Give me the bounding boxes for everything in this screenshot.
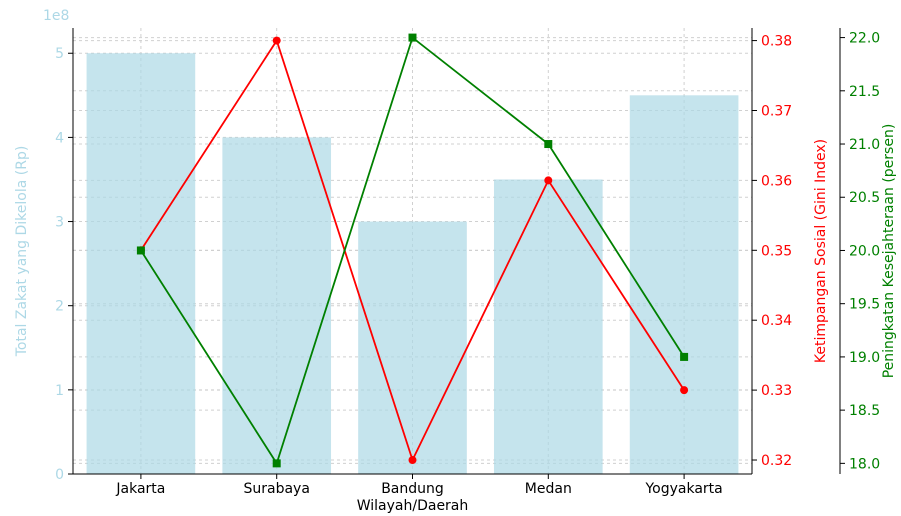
x-tick-label: Medan	[525, 481, 572, 497]
right-tick-label-welfare: 19.0	[849, 350, 880, 366]
right-tick-label-welfare: 18.0	[849, 456, 880, 472]
x-tick-label: Jakarta	[115, 481, 165, 497]
x-tick-label: Yogyakarta	[644, 481, 722, 497]
x-tick-label: Bandung	[381, 481, 444, 497]
right-tick-label-gini: 0.32	[761, 453, 792, 469]
right-tick-label-welfare: 18.5	[849, 403, 880, 419]
bar-jakarta	[86, 53, 196, 475]
x-tick-label: Surabaya	[243, 481, 309, 497]
left-tick-label: 0	[55, 467, 64, 483]
point-gini-surabaya	[272, 36, 281, 45]
right-tick-label-welfare: 19.5	[849, 297, 880, 313]
right-tick-label-gini: 0.37	[761, 103, 792, 119]
right-tick-label-welfare: 21.5	[849, 84, 880, 100]
point-welfare-jakarta	[136, 246, 145, 255]
point-welfare-medan	[544, 140, 553, 149]
left-tick-label: 3	[55, 215, 64, 231]
bar-medan	[493, 179, 603, 475]
right-tick-label-gini: 0.36	[761, 173, 792, 189]
point-gini-yogyakarta	[680, 386, 689, 395]
point-welfare-yogyakarta	[680, 352, 689, 361]
point-welfare-bandung	[408, 33, 417, 42]
bar-bandung	[358, 221, 467, 474]
right-tick-label-gini: 0.35	[761, 243, 792, 259]
right-axis-title-welfare: Peningkatan Kesejahteraan (persen)	[881, 124, 897, 379]
right-tick-label-gini: 0.33	[761, 383, 792, 399]
right-axis-title-gini: Ketimpangan Sosial (Gini Index)	[813, 139, 829, 363]
bar-surabaya	[222, 137, 332, 474]
bar-yogyakarta	[629, 95, 739, 475]
right-tick-label-welfare: 20.0	[849, 243, 880, 259]
left-tick-label: 4	[55, 130, 64, 146]
left-axis-offset: 1e8	[43, 8, 69, 24]
right-tick-label-welfare: 21.0	[849, 137, 880, 153]
right-tick-label-welfare: 20.5	[849, 190, 880, 206]
right-tick-label-gini: 0.34	[761, 313, 792, 329]
left-axis-title: Total Zakat yang Dikelola (Rp)	[14, 146, 30, 358]
left-tick-label: 1	[55, 383, 64, 399]
right-tick-label-welfare: 22.0	[849, 31, 880, 47]
point-gini-bandung	[408, 456, 417, 465]
right-tick-label-gini: 0.38	[761, 34, 792, 50]
left-tick-label: 2	[55, 299, 64, 315]
point-gini-medan	[544, 176, 553, 185]
left-tick-label: 5	[55, 46, 64, 62]
x-axis-title: Wilayah/Daerah	[357, 498, 469, 514]
point-welfare-surabaya	[272, 459, 281, 468]
